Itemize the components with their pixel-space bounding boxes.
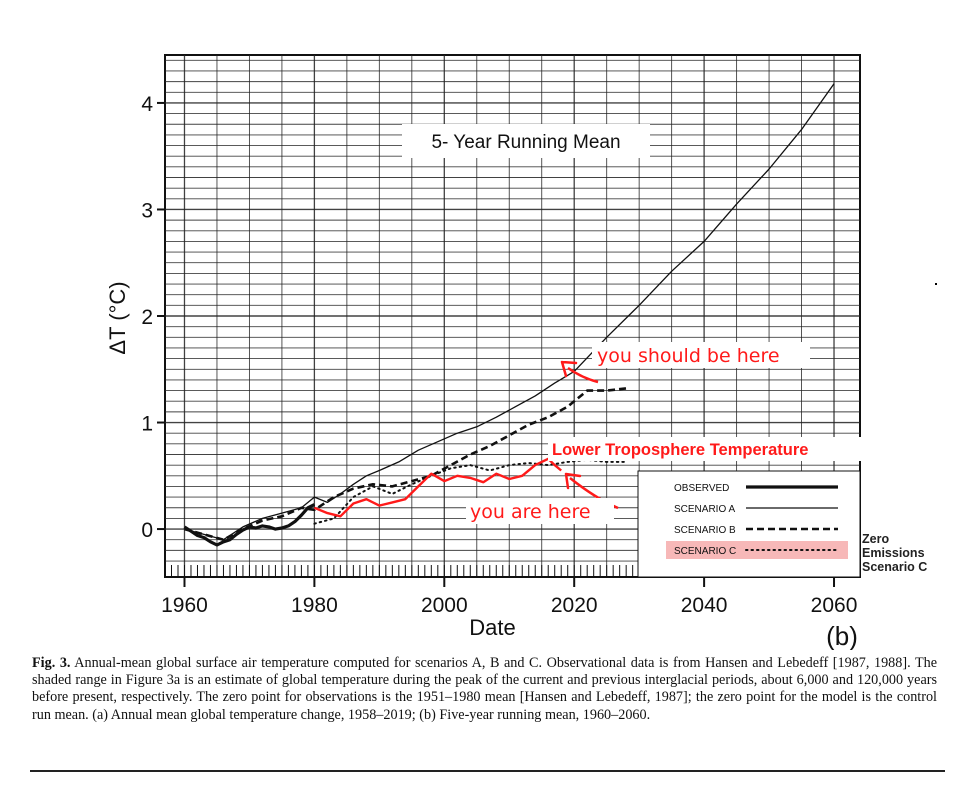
stray-dot bbox=[935, 283, 937, 285]
annotation-should-bg bbox=[592, 342, 810, 368]
legend-label: SCENARIO C bbox=[674, 546, 736, 557]
x-tick-label: 2020 bbox=[551, 594, 598, 617]
temperature-chart: 1960 1980 2000 2020 2040 2060 0 1 2 3 4 Date ΔT (°C)… bbox=[105, 54, 927, 650]
y-axis-label: ΔT (°C) bbox=[105, 281, 130, 354]
x-tick-label: 1980 bbox=[291, 594, 338, 617]
series-scenario-c bbox=[313, 458, 628, 525]
caption-text: Annual-mean global surface air temperatu… bbox=[32, 655, 938, 723]
bottom-rule bbox=[30, 770, 945, 772]
y-tick-label: 0 bbox=[141, 519, 153, 542]
x-tick-label: 2060 bbox=[811, 594, 858, 617]
arrow-are-head bbox=[564, 472, 582, 490]
side-note-line: Emissions bbox=[862, 546, 925, 560]
panel-label: (b) bbox=[826, 621, 858, 650]
annotation-lower-troposphere: Lower Troposphere Temperature bbox=[552, 441, 808, 459]
title-backdrop bbox=[402, 124, 650, 158]
x-tick-label: 2000 bbox=[421, 594, 468, 617]
chart-title: 5- Year Running Mean bbox=[431, 132, 620, 153]
arrow-should-head bbox=[560, 360, 578, 378]
annotation-lt-bg bbox=[548, 437, 862, 461]
figure-caption: Fig. 3. Annual-mean global surface air t… bbox=[32, 655, 937, 724]
legend-box bbox=[637, 470, 861, 578]
y-tick-label: 2 bbox=[141, 306, 153, 329]
annotation-are-bg bbox=[466, 498, 614, 524]
side-note-line: Scenario C bbox=[862, 560, 927, 574]
y-tick-label: 1 bbox=[141, 413, 153, 436]
x-tick-label: 1960 bbox=[161, 594, 208, 617]
arrow-should-shaft bbox=[567, 366, 599, 384]
side-note-line: Zero bbox=[862, 532, 889, 546]
legend-label: OBSERVED bbox=[674, 483, 729, 494]
legend-label: SCENARIO A bbox=[674, 504, 735, 515]
series-scenario-b bbox=[184, 387, 627, 541]
annotation-you-are-here: you are here bbox=[470, 501, 591, 523]
series-scenario-a bbox=[184, 83, 835, 541]
x-tick-label: 2040 bbox=[681, 594, 728, 617]
y-tick-label: 4 bbox=[141, 93, 153, 116]
figure-label: Fig. 3. bbox=[32, 655, 71, 671]
arrow-are-shaft bbox=[569, 477, 619, 510]
series-lower-troposphere-temperature bbox=[313, 457, 562, 518]
series-observed bbox=[183, 503, 316, 547]
legend-label: SCENARIO B bbox=[674, 525, 736, 536]
annotation-should-be-here: you should be here bbox=[597, 345, 780, 367]
x-axis-label: Date bbox=[469, 615, 515, 640]
y-tick-label: 3 bbox=[141, 199, 153, 222]
